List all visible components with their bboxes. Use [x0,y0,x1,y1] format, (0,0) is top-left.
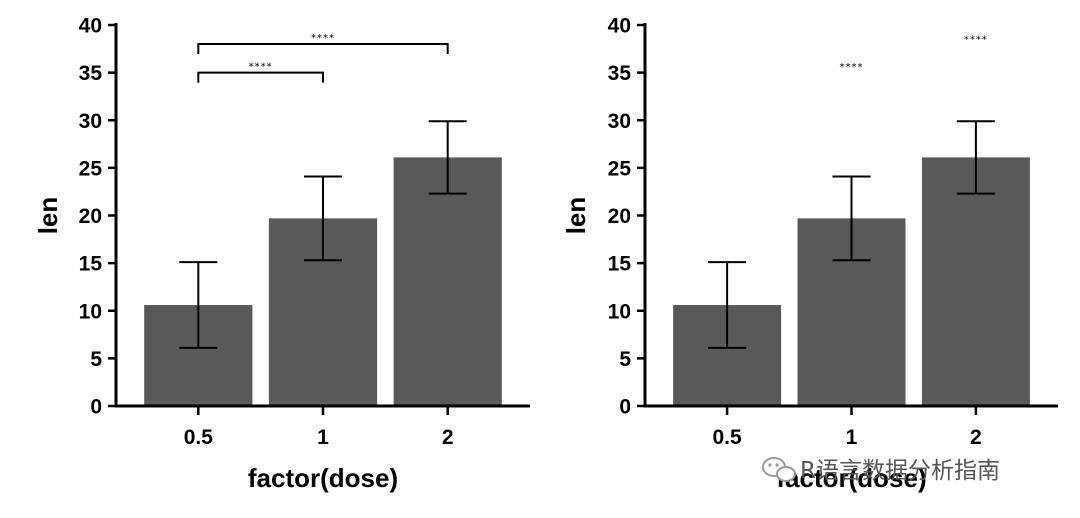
significance-bracket: **** [197,62,324,83]
watermark: R语言数据分析指南 [762,457,1000,484]
y-tick-label: 35 [608,62,632,85]
x-tick-label: 1 [846,426,858,449]
y-tick-label: 15 [79,253,103,276]
y-tick-label: 30 [608,110,631,133]
significance-label: **** [964,34,988,45]
error-bar-2 [428,120,467,195]
y-tick-label: 40 [608,15,631,38]
error-bar-1 [832,175,871,262]
bracket-line [197,71,324,83]
y-tick-label: 35 [79,62,103,85]
y-tick-label: 10 [79,300,102,323]
significance-label: **** [840,62,864,73]
significance-bracket: **** [197,33,449,55]
error-bar-0.5 [708,261,747,349]
bar-2 [393,157,502,406]
y-tick-label: 25 [79,157,103,180]
significance-label: **** [249,62,273,73]
chart-panel-1: 0 5 10 15 20 25 30 35 40 0.5 1 2 factor(dose) len ****… [33,15,530,493]
y-tick-label: 30 [79,110,102,133]
x-tick-label: 0.5 [713,426,743,449]
y-tick-label: 0 [619,396,631,419]
significance-label: **** [311,33,335,44]
bar-2 [921,157,1030,406]
x-axis-label: factor(dose) [248,463,398,493]
x-tick-label: 0.5 [184,426,214,449]
x-tick-label: 2 [442,426,454,449]
y-tick-label: 0 [90,396,102,419]
y-axis-label: len [561,197,591,235]
y-tick-label: 5 [619,348,631,371]
bracket-line [197,43,449,55]
y-axis-label: len [33,197,63,235]
watermark-text: R语言数据分析指南 [800,458,1000,484]
y-tick-label: 5 [90,348,102,371]
y-tick-label: 20 [79,205,102,228]
y-tick-label: 25 [608,157,632,180]
error-bar-2 [956,120,995,195]
wechat-icon [762,457,796,482]
y-tick-label: 40 [79,15,102,38]
y-tick-label: 15 [608,253,632,276]
x-tick-label: 1 [317,426,329,449]
x-axis-label: factor(dose) [776,463,926,493]
y-tick-label: 10 [608,300,631,323]
error-bar-1 [304,175,342,262]
y-tick-label: 20 [608,205,631,228]
x-tick-label: 2 [970,426,982,449]
chart-panel-2: 0 5 10 15 20 25 30 35 40 0.5 1 2 factor(dose) len ****… [561,15,1058,493]
error-bar-0.5 [179,261,218,349]
